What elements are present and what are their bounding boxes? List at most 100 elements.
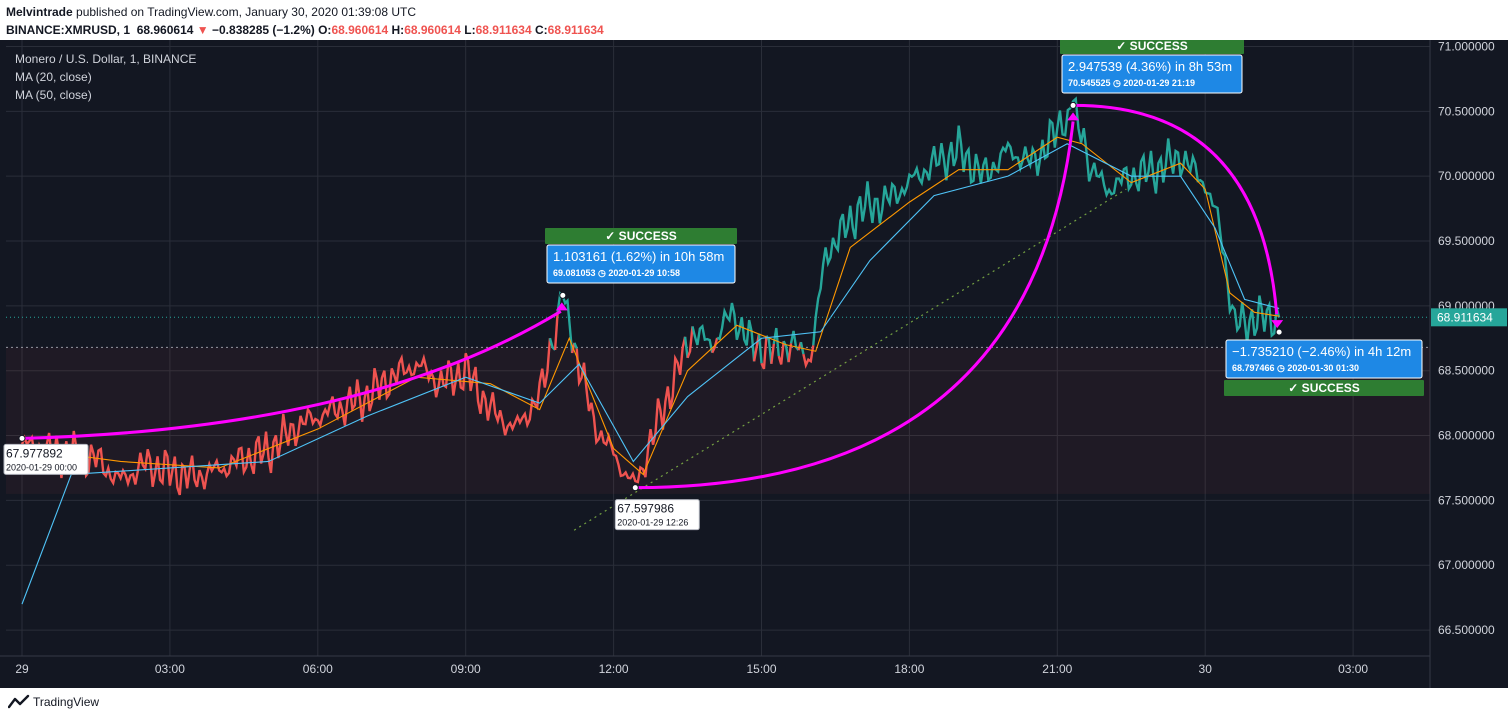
anchor-date: 2020-01-29 12:26 <box>617 518 688 528</box>
callout-detail: 70.545525 ◷ 2020-01-29 21:19 <box>1068 78 1195 88</box>
x-tick-label: 06:00 <box>303 662 333 676</box>
footer-bar: TradingView <box>0 688 1508 718</box>
last-price: 68.960614 <box>136 23 194 37</box>
price-chart[interactable]: 66.500000 67.000000 67.500000 68.000000 68.5… <box>0 40 1508 688</box>
price-line-below <box>770 343 776 364</box>
ma20-line <box>21 136 1280 476</box>
high-value: 68.960614 <box>404 23 461 37</box>
y-tick-label: 68.500000 <box>1438 364 1495 378</box>
y-tick-label: 68.000000 <box>1438 429 1495 443</box>
success-label: ✓ SUCCESS <box>1288 381 1359 395</box>
arc-segment-rise-2[interactable] <box>635 121 1075 490</box>
price-line-below <box>760 335 768 370</box>
change-value: −0.838285 (−1.2%) <box>212 23 315 37</box>
price-line-above <box>789 330 800 351</box>
arc-segment-fall[interactable] <box>1073 103 1279 315</box>
x-tick-label: 12:00 <box>599 662 629 676</box>
x-tick-label: 29 <box>15 662 29 676</box>
callout-detail: 69.081053 ◷ 2020-01-29 10:58 <box>553 268 680 278</box>
callout-box <box>1061 54 1243 94</box>
arc-segment-rise-1[interactable] <box>21 310 562 440</box>
ohlc-line: BINANCE:XMRUSD, 1 68.960614 ▼ −0.838285 … <box>6 23 604 37</box>
price-line-below <box>686 326 694 359</box>
y-tick-label: 67.000000 <box>1438 558 1495 572</box>
x-tick-label: 15:00 <box>746 662 776 676</box>
anchor-date: 2020-01-29 00:00 <box>6 462 77 472</box>
price-line-above <box>691 324 714 353</box>
symbol-label: BINANCE:XMRUSD, 1 <box>6 23 131 37</box>
legend-series-title[interactable]: Monero / U.S. Dollar, 1, BINANCE <box>15 52 197 66</box>
price-line-below <box>777 341 785 365</box>
price-line-below <box>20 338 552 496</box>
x-tick-label: 21:00 <box>1042 662 1072 676</box>
anchor-price: 67.977892 <box>6 446 63 460</box>
close-value: 68.911634 <box>547 23 604 37</box>
price-line-above <box>812 96 1281 346</box>
x-tick-label: 30 <box>1199 662 1213 676</box>
price-line-below <box>575 336 687 484</box>
success-label: ✓ SUCCESS <box>605 229 676 243</box>
arrow-up-icon <box>555 302 568 311</box>
last-price-badge <box>1431 308 1507 327</box>
anchor-label-low[interactable]: 67.597986 2020-01-29 12:26 <box>614 499 700 531</box>
price-line-below <box>802 345 815 369</box>
callout-fall[interactable]: ✓ SUCCESS −1.735210 (−2.46%) in 4h 12m 68.… <box>1224 339 1424 396</box>
success-badge <box>1224 380 1424 396</box>
anchor-point[interactable] <box>1069 101 1077 109</box>
x-tick-label: 18:00 <box>894 662 924 676</box>
price-line-above <box>772 327 780 357</box>
close-label: C: <box>535 23 548 37</box>
y-tick-label: 69.500000 <box>1438 234 1495 248</box>
open-label: O: <box>318 23 332 37</box>
price-line-below <box>787 343 793 363</box>
arrow-up-icon <box>1067 112 1080 121</box>
anchor-label-start[interactable]: 67.977892 2020-01-29 00:00 <box>3 443 89 475</box>
low-label: L: <box>464 23 476 37</box>
callout-main: 2.947539 (4.36%) in 8h 53m <box>1068 59 1232 74</box>
published-text: published on TradingView.com, January 30… <box>76 5 417 19</box>
trend-line[interactable] <box>573 188 1127 531</box>
y-tick-label: 67.500000 <box>1438 493 1495 507</box>
anchor-price: 67.597986 <box>617 502 674 516</box>
change-down-icon: ▼ <box>196 23 209 37</box>
callout-rise-2[interactable]: ✓ SUCCESS 2.947539 (4.36%) in 8h 53m 70.54… <box>1060 40 1244 94</box>
price-line-above <box>683 336 689 358</box>
legend-ma20[interactable]: MA (20, close) <box>15 70 92 84</box>
y-tick-label: 70.000000 <box>1438 169 1495 183</box>
ma50-line <box>21 143 1280 605</box>
anchor-point[interactable] <box>18 434 26 442</box>
y-tick-label: 71.000000 <box>1438 40 1495 53</box>
low-value: 68.911634 <box>475 23 532 37</box>
success-badge <box>545 228 737 244</box>
anchor-label-box <box>3 443 89 475</box>
price-line-above <box>573 342 578 349</box>
tradingview-logo-icon[interactable] <box>8 694 30 710</box>
y-tick-label: 70.500000 <box>1438 104 1495 118</box>
anchor-label-box <box>614 499 700 531</box>
anchor-point[interactable] <box>1275 328 1283 336</box>
arrow-down-icon <box>1271 320 1284 329</box>
success-label: ✓ SUCCESS <box>1116 40 1187 53</box>
callout-box <box>1225 339 1423 379</box>
price-line-below <box>711 337 719 354</box>
high-label: H: <box>391 23 405 37</box>
price-line-below <box>553 311 559 351</box>
callout-box <box>546 244 736 284</box>
chart-pane[interactable]: 66.500000 67.000000 67.500000 68.000000 68.5… <box>0 40 1508 688</box>
publisher-name[interactable]: Melvintrade <box>6 5 73 19</box>
anchor-point[interactable] <box>559 291 567 299</box>
x-tick-label: 03:00 <box>155 662 185 676</box>
x-tick-label: 03:00 <box>1338 662 1368 676</box>
callout-rise-1[interactable]: ✓ SUCCESS 1.103161 (1.62%) in 10h 58m 69.0… <box>545 228 737 284</box>
open-value: 68.960614 <box>331 23 389 37</box>
x-tick-label: 09:00 <box>451 662 481 676</box>
price-line-above <box>757 333 763 364</box>
anchor-point[interactable] <box>631 484 639 492</box>
footer-brand[interactable]: TradingView <box>33 695 100 709</box>
callout-detail: 68.797466 ◷ 2020-01-30 01:30 <box>1232 363 1359 373</box>
legend-ma50[interactable]: MA (50, close) <box>15 88 92 102</box>
last-price-badge-label: 68.911634 <box>1437 310 1493 324</box>
y-tick-label: 66.500000 <box>1438 623 1495 637</box>
price-line-below <box>752 333 761 362</box>
